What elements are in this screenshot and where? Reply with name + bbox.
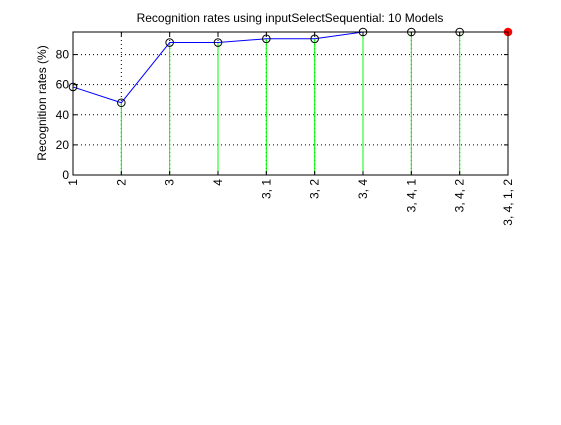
x-tick-label: 3, 1 bbox=[259, 179, 273, 199]
x-tick-label: 4 bbox=[211, 179, 225, 186]
grid-layer bbox=[73, 32, 508, 175]
data-point bbox=[117, 98, 126, 108]
y-tick-labels: 0 20 40 60 80 bbox=[56, 48, 70, 182]
x-tick-label: 3, 4, 1 bbox=[404, 179, 418, 213]
marker-layer bbox=[68, 27, 513, 108]
y-tick-label: 20 bbox=[56, 138, 70, 152]
data-point bbox=[165, 38, 174, 47]
x-tick-label: 3, 2 bbox=[308, 179, 322, 199]
stem-layer bbox=[72, 32, 509, 175]
y-tick-label: 0 bbox=[62, 168, 69, 182]
x-tick-label: 3 bbox=[163, 179, 177, 186]
y-tick-label: 40 bbox=[56, 108, 70, 122]
x-tick-label: 3, 4, 1, 2 bbox=[501, 179, 515, 226]
y-axis-label: Recognition rates (%) bbox=[35, 45, 49, 160]
x-tick-labels: 1 2 3 4 3, 1 3, 2 3, 4 3, 4, 1 3, 4, 2 3, 4, 1, 2 bbox=[66, 179, 515, 226]
series-line bbox=[72, 31, 508, 104]
x-tick-label: 2 bbox=[114, 179, 128, 186]
axes-layer bbox=[72, 31, 509, 176]
data-point bbox=[213, 38, 223, 47]
y-tick-label: 60 bbox=[56, 78, 70, 92]
chart-title: Recognition rates using inputSelectSeque… bbox=[137, 11, 444, 25]
plot-frame bbox=[72, 31, 509, 176]
x-tick-label: 3, 4 bbox=[356, 179, 370, 199]
line-layer bbox=[72, 31, 508, 104]
y-tick-label: 80 bbox=[56, 48, 70, 62]
x-tick-label: 1 bbox=[66, 179, 80, 186]
x-tick-label: 3, 4, 2 bbox=[453, 179, 467, 213]
